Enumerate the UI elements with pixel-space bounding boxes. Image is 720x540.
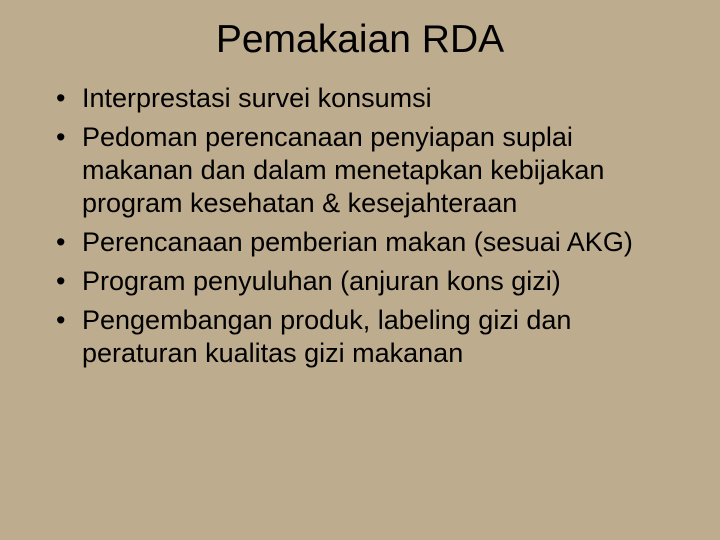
list-item: Perencanaan pemberian makan (sesuai AKG) [56, 226, 680, 259]
slide-container: Pemakaian RDA Interprestasi survei konsu… [0, 0, 720, 540]
list-item: Pedoman perencanaan penyiapan suplai mak… [56, 121, 680, 220]
list-item: Interprestasi survei konsumsi [56, 82, 680, 115]
list-item: Program penyuluhan (anjuran kons gizi) [56, 265, 680, 298]
bullet-list: Interprestasi survei konsumsi Pedoman pe… [40, 82, 680, 370]
slide-title: Pemakaian RDA [40, 18, 680, 62]
list-item: Pengembangan produk, labeling gizi dan p… [56, 304, 680, 370]
